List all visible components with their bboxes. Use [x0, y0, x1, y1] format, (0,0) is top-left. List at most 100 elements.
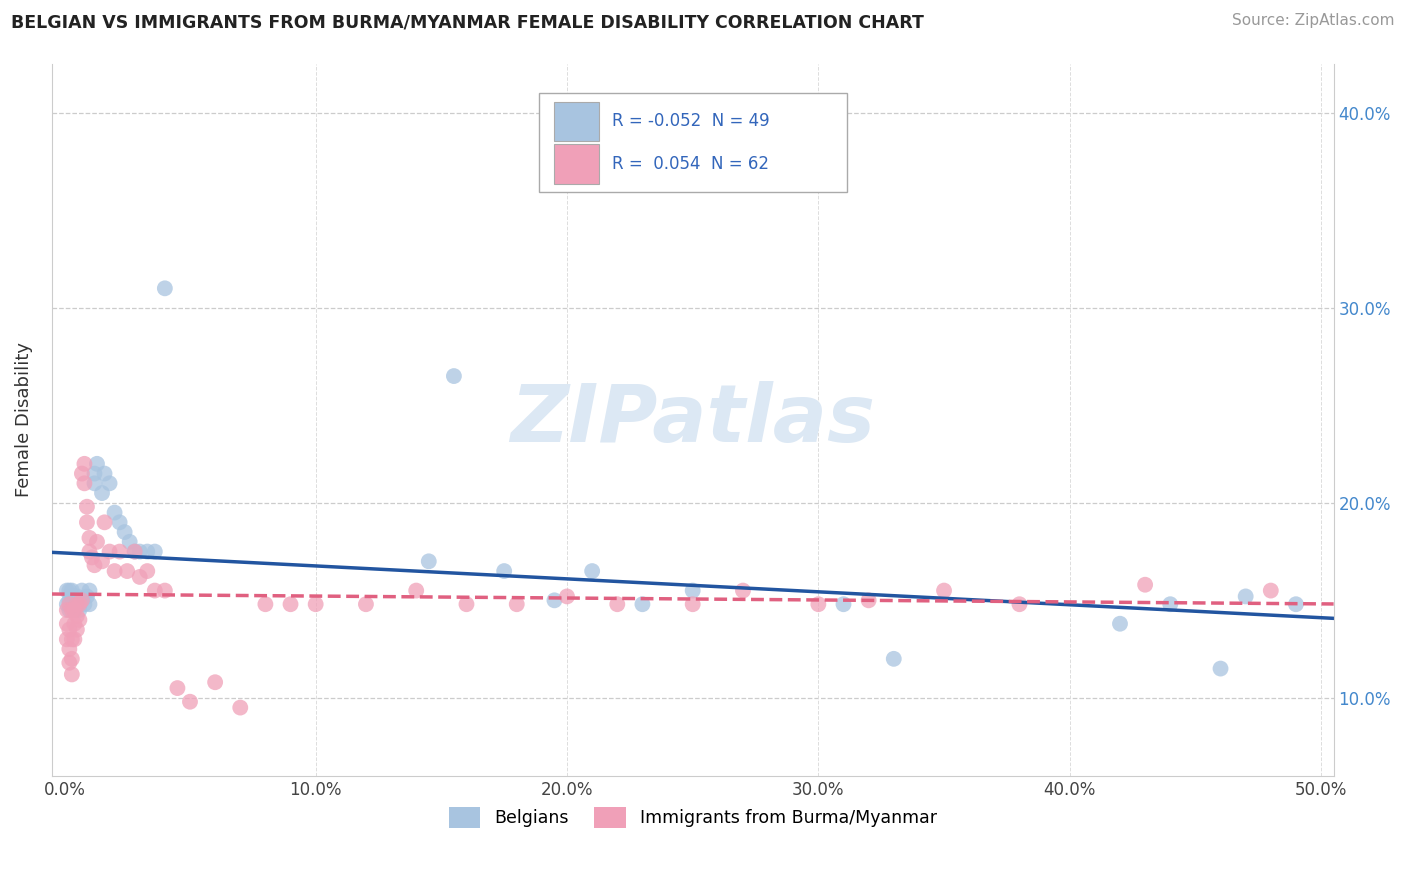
Point: [91, 486, 114, 500]
Point: [143, 544, 166, 558]
Point: [60, 583, 83, 598]
Point: [63, 616, 86, 631]
Point: [115, 564, 138, 578]
Point: [1159, 597, 1181, 611]
Point: [631, 597, 654, 611]
Point: [606, 597, 628, 611]
Point: [70, 467, 93, 481]
Point: [70, 593, 93, 607]
Point: [405, 583, 427, 598]
Point: [254, 597, 277, 611]
Point: [456, 597, 478, 611]
FancyBboxPatch shape: [538, 93, 846, 192]
Bar: [554, 102, 599, 141]
Point: [63, 593, 86, 607]
Point: [83, 467, 105, 481]
Point: [418, 554, 440, 568]
Bar: [554, 145, 599, 184]
Point: [56, 616, 79, 631]
Point: [58, 593, 80, 607]
Point: [79, 583, 101, 598]
Point: [83, 558, 105, 573]
Point: [91, 554, 114, 568]
Point: [682, 597, 704, 611]
Legend: Belgians, Immigrants from Burma/Myanmar: Belgians, Immigrants from Burma/Myanmar: [441, 800, 943, 835]
Point: [932, 583, 955, 598]
Point: [354, 597, 377, 611]
Point: [58, 603, 80, 617]
Point: [76, 516, 98, 530]
Point: [153, 583, 176, 598]
Point: [103, 564, 125, 578]
Point: [60, 603, 83, 617]
Point: [67, 597, 90, 611]
Point: [103, 506, 125, 520]
Point: [1285, 597, 1308, 611]
Point: [58, 583, 80, 598]
Point: [731, 583, 754, 598]
Point: [58, 623, 80, 637]
Point: [280, 597, 302, 611]
Point: [60, 632, 83, 647]
Text: Source: ZipAtlas.com: Source: ZipAtlas.com: [1232, 13, 1395, 29]
Point: [136, 544, 159, 558]
Point: [114, 524, 136, 539]
Point: [305, 597, 328, 611]
Point: [108, 544, 131, 558]
Point: [93, 516, 115, 530]
Point: [73, 476, 96, 491]
Text: R = -0.052  N = 49: R = -0.052 N = 49: [612, 112, 769, 130]
Point: [229, 700, 252, 714]
Text: BELGIAN VS IMMIGRANTS FROM BURMA/MYANMAR FEMALE DISABILITY CORRELATION CHART: BELGIAN VS IMMIGRANTS FROM BURMA/MYANMAR…: [11, 13, 924, 31]
Point: [56, 583, 79, 598]
Point: [179, 695, 201, 709]
Point: [63, 632, 86, 647]
Point: [136, 564, 159, 578]
Point: [76, 590, 98, 604]
Point: [98, 476, 121, 491]
Point: [143, 583, 166, 598]
Point: [58, 656, 80, 670]
Point: [555, 590, 578, 604]
Point: [66, 623, 89, 637]
Point: [153, 281, 176, 295]
Point: [63, 603, 86, 617]
Point: [60, 597, 83, 611]
Point: [66, 590, 89, 604]
Point: [118, 534, 141, 549]
Point: [83, 476, 105, 491]
Point: [66, 609, 89, 624]
Point: [67, 613, 90, 627]
Point: [108, 516, 131, 530]
Point: [1260, 583, 1282, 598]
Point: [506, 597, 529, 611]
Point: [93, 467, 115, 481]
Point: [1234, 590, 1257, 604]
Point: [73, 597, 96, 611]
Point: [60, 652, 83, 666]
Point: [60, 590, 83, 604]
Point: [56, 597, 79, 611]
Point: [543, 593, 565, 607]
Point: [73, 457, 96, 471]
Point: [1133, 578, 1156, 592]
Point: [79, 597, 101, 611]
Point: [58, 642, 80, 657]
Point: [79, 531, 101, 545]
Point: [76, 500, 98, 514]
Point: [581, 564, 603, 578]
Point: [128, 570, 150, 584]
Point: [79, 544, 101, 558]
Point: [80, 550, 103, 565]
Point: [66, 597, 89, 611]
Point: [494, 564, 516, 578]
Point: [443, 369, 465, 384]
Point: [166, 681, 188, 695]
Y-axis label: Female Disability: Female Disability: [15, 343, 32, 498]
Point: [883, 652, 905, 666]
Point: [128, 544, 150, 558]
Point: [56, 632, 79, 647]
Point: [58, 597, 80, 611]
Point: [1008, 597, 1031, 611]
Point: [86, 534, 108, 549]
